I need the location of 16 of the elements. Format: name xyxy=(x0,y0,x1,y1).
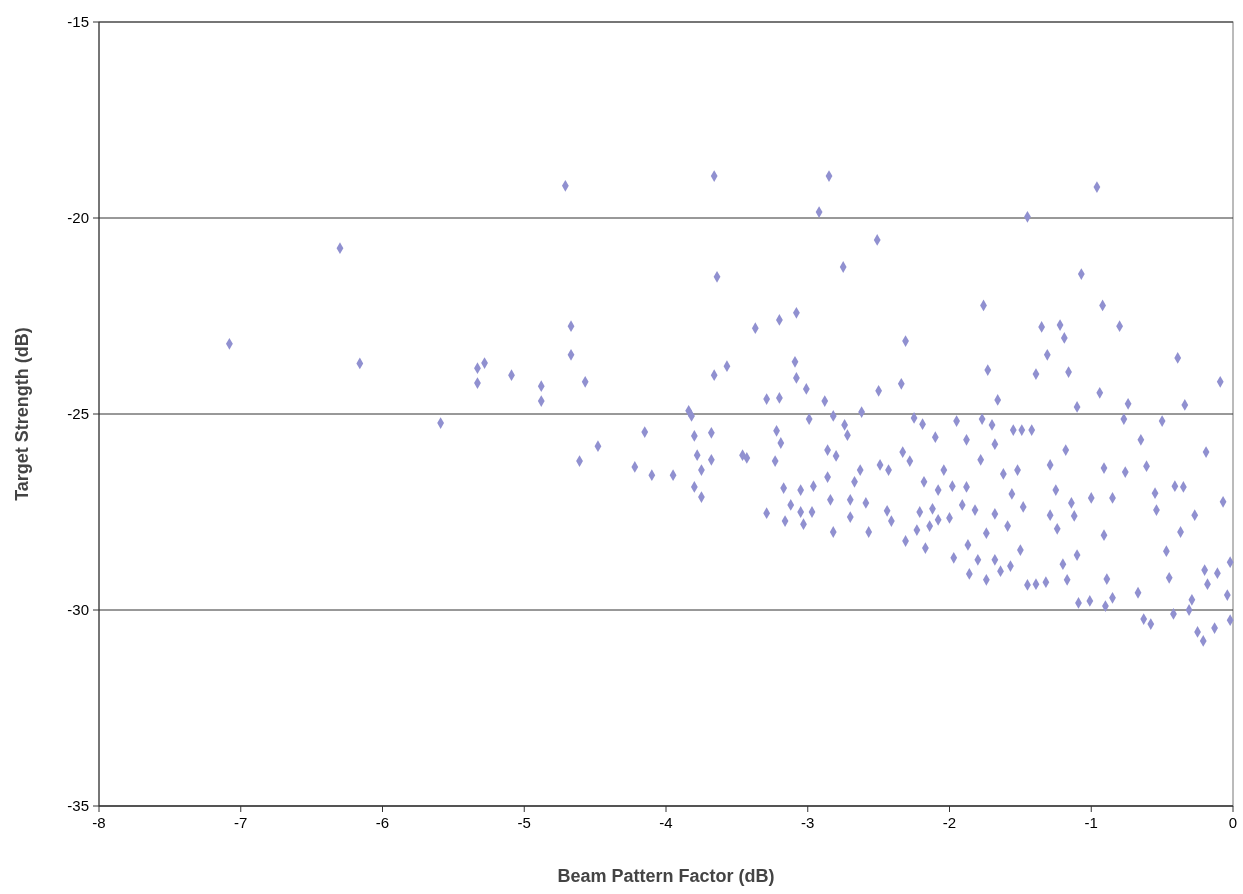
x-tick-label: 0 xyxy=(1228,814,1238,831)
y-tick-label: -20 xyxy=(67,209,89,226)
x-tick-label: -4 xyxy=(659,814,673,831)
y-axis-title: Target Strength (dB) xyxy=(12,327,32,501)
x-tick-label: -8 xyxy=(92,814,106,831)
x-tick-label: -7 xyxy=(234,814,248,831)
y-tick-label: -25 xyxy=(67,405,89,422)
x-tick-label: -3 xyxy=(801,814,815,831)
x-tick-label: -5 xyxy=(517,814,531,831)
y-tick-label: -30 xyxy=(67,601,89,618)
x-axis-title: Beam Pattern Factor (dB) xyxy=(557,866,775,886)
x-tick-label: -2 xyxy=(942,814,957,831)
y-tick-label: -35 xyxy=(67,797,89,814)
y-tick-label: -15 xyxy=(67,13,89,30)
x-tick-label: -6 xyxy=(375,814,390,831)
x-tick-label: -1 xyxy=(1084,814,1098,831)
